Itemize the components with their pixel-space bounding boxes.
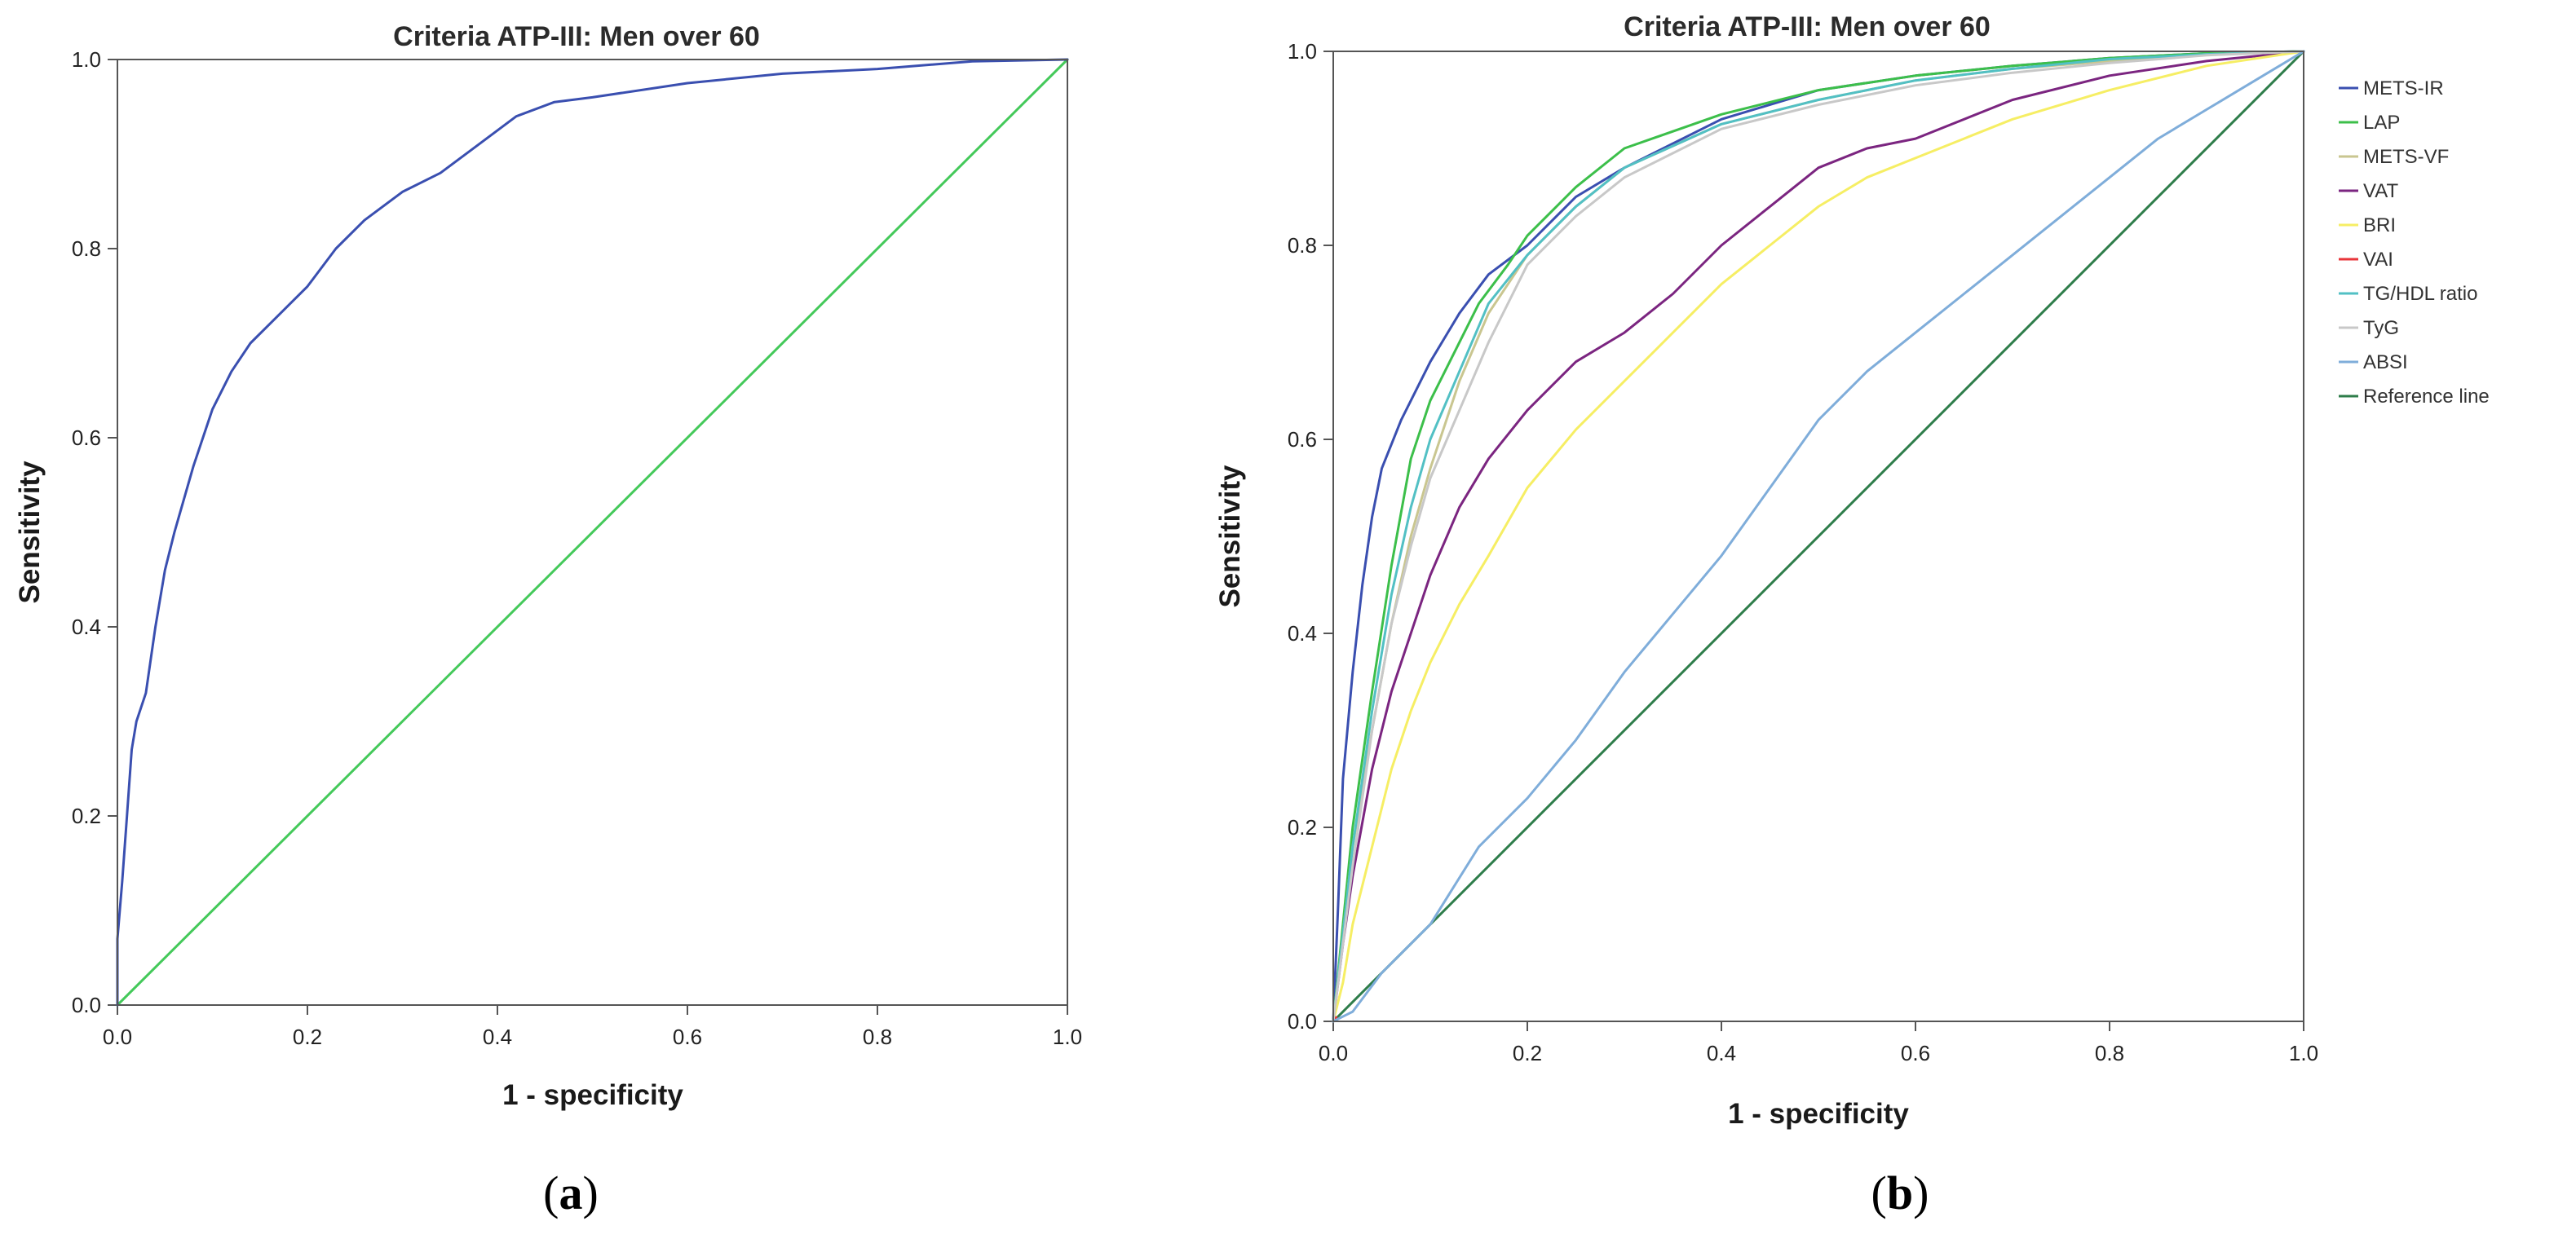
- panel-b-y-tick-label: 0.2: [1288, 815, 1317, 840]
- panel-b-caption: (b): [1871, 1166, 1929, 1219]
- panel-b-y-tick-label: 0.8: [1288, 233, 1317, 258]
- panel-b-series-tg-hdl-ratio: [1332, 50, 2305, 1023]
- panel-a-x-label: 1 - specificity: [502, 1079, 683, 1111]
- panel-a-x-tick-label: 0.0: [103, 1025, 132, 1049]
- legend-label: TG/HDL ratio: [2363, 283, 2477, 305]
- legend-label: VAI: [2363, 249, 2393, 271]
- panel-b: Criteria ATP-III: Men over 60 0.0 0.2 0.4 0…: [1214, 11, 2490, 1219]
- panel-a-ticks: 0.0 0.2 0.4 0.6 0.8 1.0 0.0 0.2 0.4 0.6 0.8 1.0: [72, 47, 1082, 1049]
- legend-label: LAP: [2363, 112, 2400, 134]
- panel-a-y-tick-label: 0.6: [72, 425, 101, 450]
- panel-a-x-tick-label: 0.4: [483, 1025, 512, 1049]
- panel-b-x-tick-label: 1.0: [2289, 1041, 2318, 1065]
- panel-a-series-roc-curve: [116, 58, 1069, 1007]
- legend-label: METS-IR: [2363, 77, 2444, 99]
- panel-b-x-tick-label: 0.2: [1513, 1041, 1542, 1065]
- panel-b-x-tick-label: 0.6: [1901, 1041, 1930, 1065]
- panel-b-title: Criteria ATP-III: Men over 60: [1624, 11, 1991, 42]
- panel-b-y-label: Sensitivity: [1214, 465, 1246, 608]
- legend-item-lap: LAP: [2339, 112, 2400, 134]
- panel-a-y-label: Sensitivity: [14, 461, 46, 604]
- panel-b-x-tick-label: 0.4: [1707, 1041, 1736, 1065]
- legend-item-vat: VAT: [2339, 180, 2398, 202]
- panel-b-series-reference-line: [1332, 50, 2305, 1023]
- legend-label: BRI: [2363, 214, 2396, 236]
- panel-b-x-tick-label: 0.8: [2095, 1041, 2124, 1065]
- panel-b-plot-area: [1332, 50, 2305, 1023]
- legend-item-mets-vf: METS-VF: [2339, 146, 2449, 168]
- legend-item-tyg: TyG: [2339, 317, 2399, 339]
- panel-a: Criteria ATP-III: Men over 60 0.0 0.2 0.4 0…: [14, 21, 1082, 1219]
- legend-label: Reference line: [2363, 386, 2490, 408]
- panel-a-series-reference-line: [116, 58, 1069, 1007]
- panel-b-series-vat: [1332, 50, 2305, 1023]
- legend: METS-IR LAP METS-VF VAT BRI VAI TG/HDL ratio Ty…: [2339, 77, 2490, 408]
- panel-b-series-absi: [1332, 50, 2305, 1023]
- legend-label: TyG: [2363, 317, 2399, 339]
- panel-b-y-tick-label: 0.4: [1288, 621, 1317, 646]
- legend-item-vai: VAI: [2339, 249, 2393, 271]
- panel-b-y-tick-label: 0.6: [1288, 427, 1317, 452]
- panel-a-y-tick-label: 0.0: [72, 993, 101, 1017]
- legend-item-absi: ABSI: [2339, 351, 2408, 373]
- panel-a-x-tick-label: 0.8: [863, 1025, 892, 1049]
- caption-close-paren: ): [1913, 1166, 1929, 1219]
- legend-item-tg-hdl-ratio: TG/HDL ratio: [2339, 283, 2477, 305]
- panel-a-plot-area: [116, 58, 1069, 1007]
- caption-letter: b: [1887, 1166, 1913, 1219]
- panel-a-x-tick-label: 0.6: [673, 1025, 702, 1049]
- caption-letter: a: [559, 1166, 583, 1219]
- panel-b-frame: [1332, 51, 2304, 1022]
- panel-b-y-tick-label: 0.0: [1288, 1009, 1317, 1034]
- legend-item-mets-ir: METS-IR: [2339, 77, 2444, 99]
- panel-a-title: Criteria ATP-III: Men over 60: [393, 21, 760, 52]
- panel-a-y-tick-label: 0.8: [72, 236, 101, 261]
- caption-open-paren: (: [543, 1166, 559, 1219]
- panel-a-y-tick-label: 1.0: [72, 47, 101, 72]
- panel-a-x-tick-label: 1.0: [1053, 1025, 1082, 1049]
- panel-b-series-lap: [1332, 50, 2305, 1023]
- legend-item-bri: BRI: [2339, 214, 2396, 236]
- panel-b-ticks: 0.0 0.2 0.4 0.6 0.8 1.0 0.0 0.2 0.4 0.6 0.8 1.0: [1288, 39, 2318, 1065]
- panel-b-x-tick-label: 0.0: [1319, 1041, 1348, 1065]
- panel-b-series-tyg: [1332, 50, 2305, 1023]
- panel-a-frame: [117, 59, 1068, 1006]
- panel-b-y-tick-label: 1.0: [1288, 39, 1317, 64]
- caption-open-paren: (: [1871, 1166, 1887, 1219]
- legend-label: ABSI: [2363, 351, 2408, 373]
- panel-a-caption: (a): [543, 1166, 599, 1219]
- legend-label: METS-VF: [2363, 146, 2449, 168]
- panel-a-y-tick-label: 0.4: [72, 615, 101, 639]
- panel-b-x-label: 1 - specificity: [1728, 1098, 1909, 1130]
- panel-b-series-bri: [1332, 50, 2305, 1023]
- caption-close-paren: ): [583, 1166, 599, 1219]
- panel-a-y-tick-label: 0.2: [72, 804, 101, 828]
- legend-label: VAT: [2363, 180, 2398, 202]
- panel-a-x-tick-label: 0.2: [293, 1025, 322, 1049]
- legend-item-reference-line: Reference line: [2339, 386, 2490, 408]
